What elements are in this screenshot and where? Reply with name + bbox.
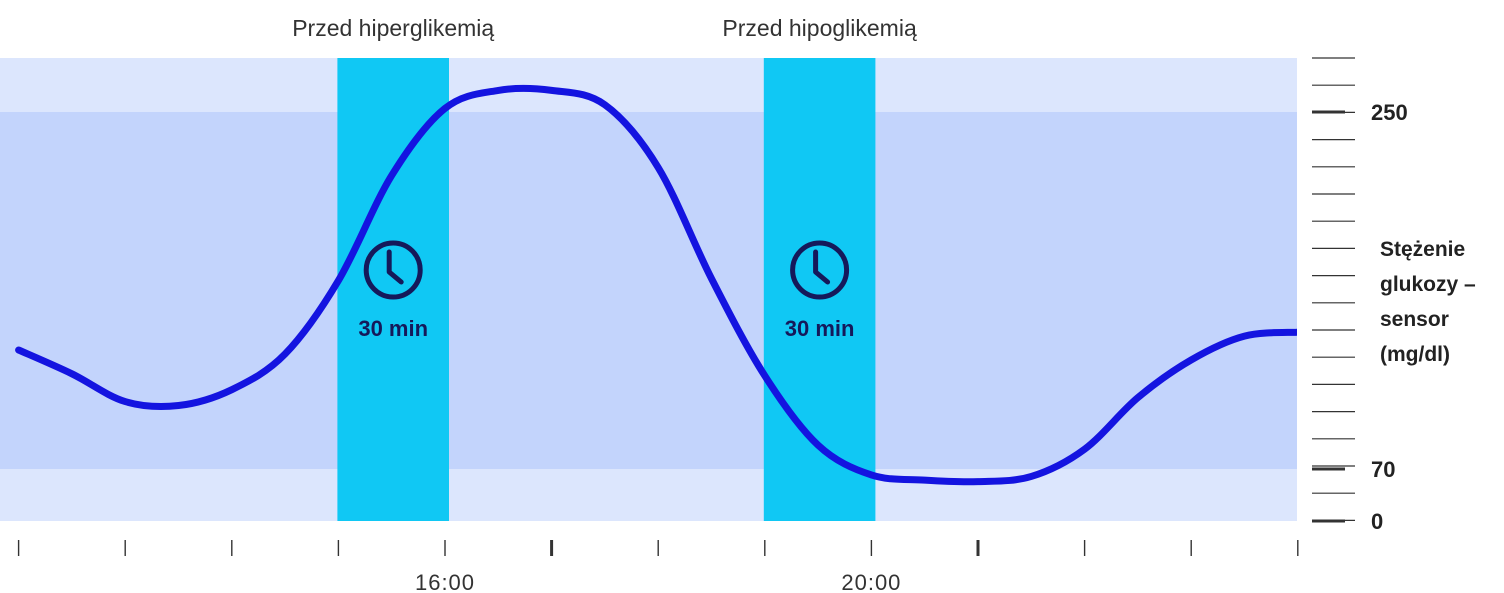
glucose-series <box>15 84 1297 486</box>
x-tick-label: 20:00 <box>841 570 901 593</box>
y-tick-label: 0 <box>1371 509 1383 534</box>
alert-bars: Przed hiperglikemią 30 min Przed hipoglike… <box>292 15 917 521</box>
target-range-band <box>0 112 1297 469</box>
y-tick-label: 70 <box>1371 457 1395 482</box>
y-tick-label: 250 <box>1371 100 1408 125</box>
clock-icon <box>790 240 850 300</box>
alert-bar <box>763 58 876 521</box>
y-axis-title: Stężenie glukozy – sensor (mg/dl) <box>1380 238 1476 366</box>
glucose-line <box>15 84 1297 486</box>
y-axis-label-line: (mg/dl) <box>1380 343 1450 366</box>
alert-bar <box>337 58 449 521</box>
alert-duration: 30 min <box>358 316 428 341</box>
y-axis-label-line: glukozy – <box>1380 273 1476 296</box>
clock-hands <box>386 249 404 285</box>
alert-duration: 30 min <box>785 316 855 341</box>
y-axis-label-line: sensor <box>1380 308 1449 331</box>
x-tick-label: 16:00 <box>415 570 475 593</box>
clock-icon <box>363 240 423 300</box>
alert-1: Przed hiperglikemią 30 min <box>292 15 494 521</box>
y-axis-label-line: Stężenie <box>1380 238 1465 261</box>
range-bands <box>0 58 1297 521</box>
y-axis: 0 70 250 <box>1312 57 1408 534</box>
clock-hands <box>813 249 831 285</box>
clock-face <box>790 240 850 300</box>
clock-face <box>363 240 423 300</box>
alert-label: Przed hiperglikemią <box>292 15 494 41</box>
alert-label: Przed hipoglikemią <box>722 15 917 41</box>
x-axis: 16:00 20:00 <box>17 540 1299 593</box>
